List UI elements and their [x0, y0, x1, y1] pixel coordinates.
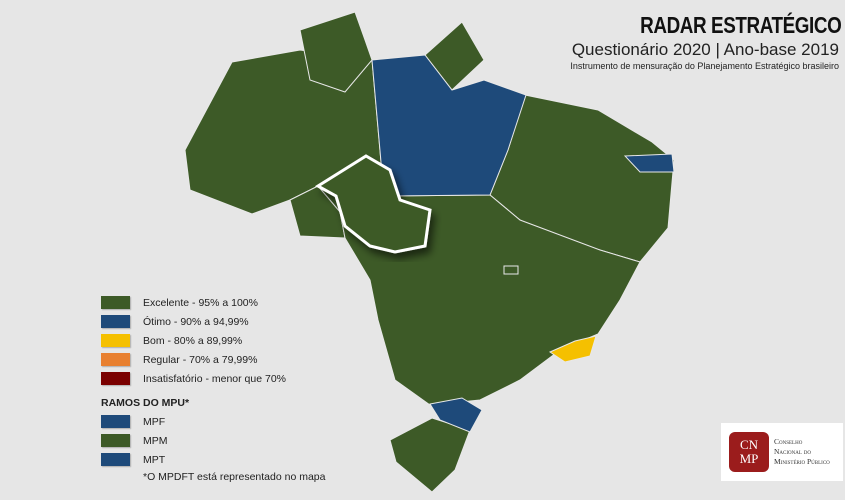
legend-swatch: [101, 334, 130, 347]
legend-item-insatisfatorio: Insatisfatório - menor que 70%: [101, 369, 325, 388]
state-df[interactable]: [503, 265, 519, 275]
legend-label: Ótimo - 90% a 94,99%: [143, 315, 249, 328]
state-rondonia[interactable]: [315, 154, 432, 254]
legend-label: MPF: [143, 415, 166, 428]
legend-item-excelente: Excelente - 95% a 100%: [101, 293, 325, 312]
legend-item-bom: Bom - 80% a 89,99%: [101, 331, 325, 350]
legend-swatch: [101, 296, 130, 309]
ramo-mpf: MPF: [101, 412, 325, 431]
legend-item-otimo: Ótimo - 90% a 94,99%: [101, 312, 325, 331]
logo-line: Nacional do: [774, 447, 812, 456]
state-paraiba[interactable]: [623, 153, 675, 173]
logo-line: Ministério Público: [774, 457, 830, 466]
legend-swatch: [101, 372, 130, 385]
legend-label: Bom - 80% a 89,99%: [143, 334, 243, 347]
legend-swatch: [101, 315, 130, 328]
state-rio-grande-do-sul[interactable]: [389, 417, 471, 493]
legend-swatch: [101, 453, 130, 466]
legend: Excelente - 95% a 100% Ótimo - 90% a 94,…: [101, 293, 325, 483]
cnmp-logo-mark: CN MP: [729, 432, 769, 472]
legend-label: MPM: [143, 434, 168, 447]
state-rio-de-janeiro[interactable]: [548, 335, 597, 363]
legend-note: *O MPDFT está representado no mapa: [143, 471, 326, 483]
page-title: RADAR ESTRATÉGICO: [639, 12, 842, 38]
legend-label: MPT: [143, 453, 166, 466]
page-description: Instrumento de mensuração do Planejament…: [570, 61, 839, 71]
ramo-mpt: MPT: [101, 450, 325, 469]
legend-label: Regular - 70% a 79,99%: [143, 353, 258, 366]
legend-label: Excelente - 95% a 100%: [143, 296, 258, 309]
page-subtitle: Questionário 2020 | Ano-base 2019: [571, 40, 839, 59]
legend-swatch: [101, 415, 130, 428]
legend-swatch: [101, 353, 130, 366]
logo-line: Conselho: [774, 437, 803, 446]
legend-label: Insatisfatório - menor que 70%: [143, 372, 286, 385]
legend-swatch: [101, 434, 130, 447]
ramos-title: RAMOS DO MPU*: [101, 397, 190, 409]
ramo-mpm: MPM: [101, 431, 325, 450]
state-santa-catarina[interactable]: [429, 397, 483, 433]
cnmp-logo: CN MP Conselho Nacional do Ministério Púb…: [721, 423, 843, 481]
state-para[interactable]: [371, 54, 527, 197]
legend-item-regular: Regular - 70% a 79,99%: [101, 350, 325, 369]
cnmp-logo-text: Conselho Nacional do Ministério Público: [774, 437, 830, 467]
